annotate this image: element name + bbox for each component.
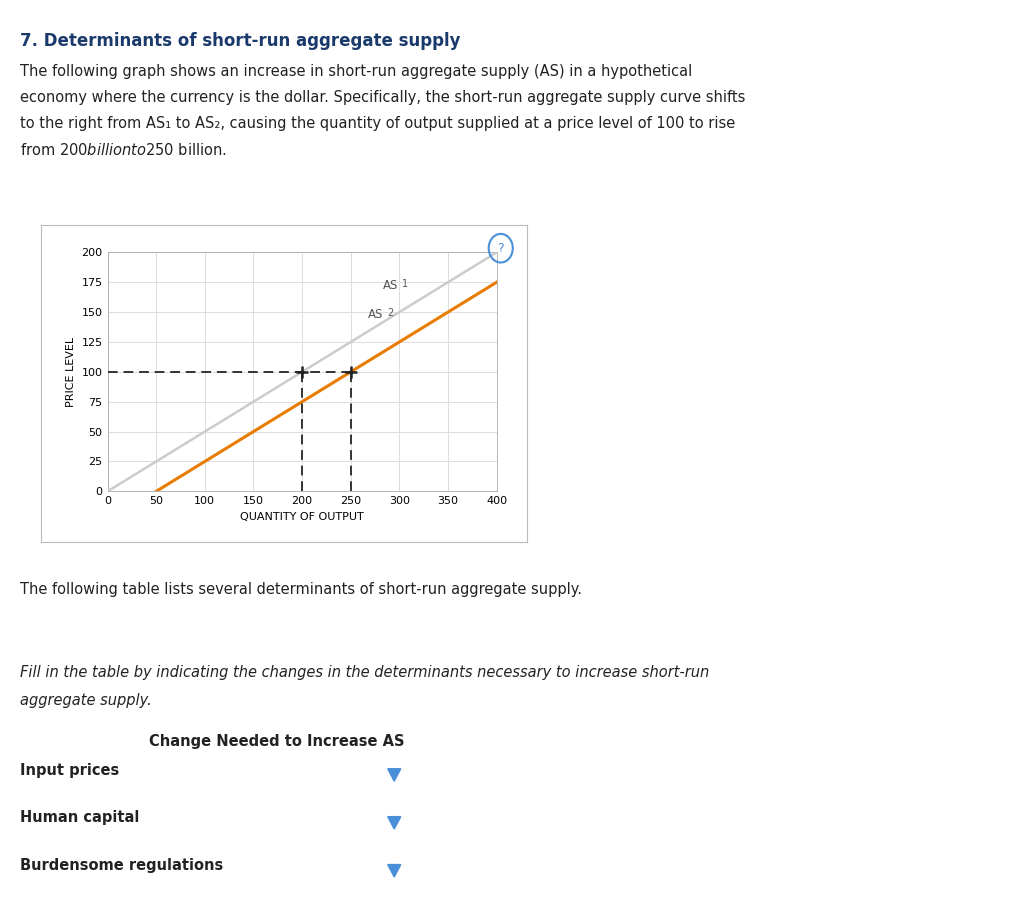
Polygon shape	[388, 865, 400, 877]
Polygon shape	[388, 817, 400, 829]
Text: 2: 2	[388, 309, 394, 318]
Text: Human capital: Human capital	[20, 810, 140, 825]
Text: The following graph shows an increase in short-run aggregate supply (AS) in a hy: The following graph shows an increase in…	[20, 64, 692, 79]
Text: to the right from AS₁ to AS₂, causing the quantity of output supplied at a price: to the right from AS₁ to AS₂, causing th…	[20, 116, 735, 131]
Text: AS: AS	[369, 308, 384, 321]
Text: Input prices: Input prices	[20, 763, 120, 777]
Text: Fill in the table by indicating the changes in the determinants necessary to inc: Fill in the table by indicating the chan…	[20, 665, 710, 680]
Text: 7. Determinants of short-run aggregate supply: 7. Determinants of short-run aggregate s…	[20, 32, 461, 51]
Text: ?: ?	[498, 242, 504, 255]
Text: AS: AS	[383, 279, 398, 292]
Text: The following table lists several determinants of short-run aggregate supply.: The following table lists several determ…	[20, 582, 583, 597]
Text: from $200 billion to $250 billion.: from $200 billion to $250 billion.	[20, 142, 227, 157]
Text: 1: 1	[402, 279, 409, 289]
Y-axis label: PRICE LEVEL: PRICE LEVEL	[66, 337, 76, 407]
Text: Change Needed to Increase AS: Change Needed to Increase AS	[148, 734, 404, 749]
X-axis label: QUANTITY OF OUTPUT: QUANTITY OF OUTPUT	[241, 512, 364, 522]
Text: Burdensome regulations: Burdensome regulations	[20, 858, 223, 873]
Polygon shape	[388, 769, 400, 781]
Text: aggregate supply.: aggregate supply.	[20, 693, 153, 707]
Text: economy where the currency is the dollar. Specifically, the short-run aggregate : economy where the currency is the dollar…	[20, 90, 745, 105]
